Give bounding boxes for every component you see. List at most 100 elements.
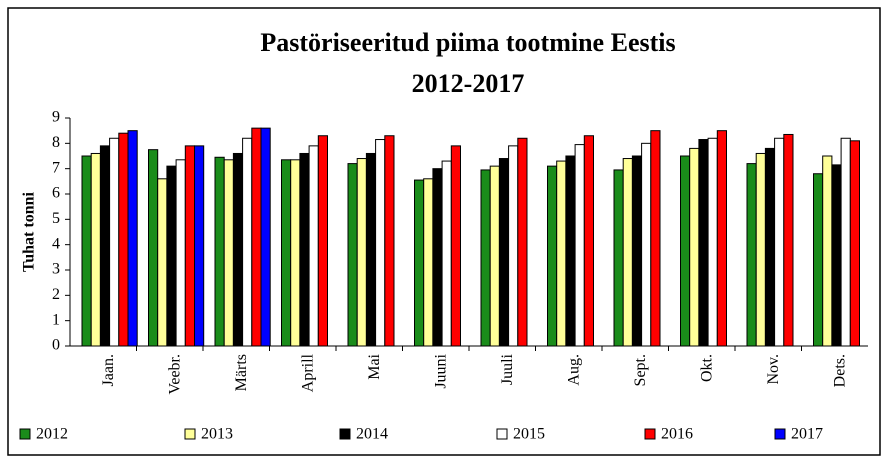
y-tick-label: 0 xyxy=(52,337,60,354)
bar xyxy=(356,158,367,347)
bar xyxy=(783,133,794,347)
bar xyxy=(822,155,833,347)
bar xyxy=(565,155,576,347)
legend-swatch xyxy=(774,428,786,440)
x-tick-label: Mai xyxy=(366,353,383,379)
bar xyxy=(384,135,395,347)
bar xyxy=(223,159,234,347)
bar xyxy=(184,145,196,347)
x-tick-label: Okt. xyxy=(698,354,715,382)
bar xyxy=(508,145,519,347)
bar xyxy=(90,152,101,347)
legend-label: 2016 xyxy=(661,426,693,443)
y-tick-label: 3 xyxy=(52,261,60,278)
bar xyxy=(716,130,727,347)
bar xyxy=(308,145,319,347)
bar xyxy=(175,159,186,347)
y-tick-label: 2 xyxy=(52,286,60,303)
bar xyxy=(441,160,452,347)
bar xyxy=(755,152,766,347)
x-tick-label: Jaan. xyxy=(100,354,117,386)
bar xyxy=(194,145,205,347)
bar xyxy=(127,130,138,347)
bar xyxy=(774,137,785,347)
x-tick-label: Sept. xyxy=(632,354,649,386)
legend-swatch xyxy=(339,428,351,440)
bar xyxy=(423,178,434,347)
legend-swatch xyxy=(19,428,31,440)
chart-subtitle: 2012-2017 xyxy=(412,69,525,98)
bar xyxy=(517,137,528,347)
legend-swatch xyxy=(184,428,196,440)
y-tick-label: 7 xyxy=(52,159,60,176)
bar xyxy=(680,155,691,347)
legend-label: 2014 xyxy=(356,426,388,443)
bar xyxy=(365,152,377,347)
x-tick-label: Dets. xyxy=(831,354,848,387)
y-axis-title: Tuhat tonni xyxy=(21,192,38,272)
x-tick-label: Märts xyxy=(233,354,250,391)
bar xyxy=(707,137,718,347)
bar xyxy=(242,137,253,347)
y-tick-label: 6 xyxy=(52,185,60,202)
bar xyxy=(849,140,860,347)
bar xyxy=(764,147,776,347)
bar xyxy=(414,179,425,347)
bar xyxy=(689,147,700,347)
bar xyxy=(347,163,358,347)
bar xyxy=(432,168,443,347)
bar xyxy=(583,135,594,347)
bar xyxy=(81,155,92,347)
bar xyxy=(813,173,824,347)
bar xyxy=(166,165,177,347)
legend-swatch xyxy=(496,428,508,440)
y-tick-label: 4 xyxy=(52,235,60,252)
bar xyxy=(148,149,159,347)
y-tick-label: 1 xyxy=(52,311,60,328)
bar xyxy=(260,127,271,347)
bar xyxy=(746,163,757,347)
x-tick-label: Juuni xyxy=(432,353,449,388)
y-tick-label: 5 xyxy=(52,210,60,227)
bar xyxy=(232,152,244,347)
bar xyxy=(698,139,709,347)
legend-label: 2012 xyxy=(36,426,68,443)
bar xyxy=(375,139,386,347)
bar xyxy=(317,135,328,347)
bar xyxy=(574,144,585,347)
bar xyxy=(489,165,500,347)
bar xyxy=(840,137,851,347)
bar xyxy=(650,130,661,347)
x-tick-label: Juuli xyxy=(499,353,516,385)
bar xyxy=(831,164,842,347)
bar xyxy=(118,132,129,347)
bar xyxy=(641,142,652,347)
bar xyxy=(109,137,120,347)
legend-label: 2017 xyxy=(791,426,823,443)
bar xyxy=(547,165,558,347)
bar xyxy=(556,160,567,347)
bar xyxy=(214,156,225,347)
x-tick-label: Nov. xyxy=(765,354,782,385)
bar xyxy=(251,127,262,347)
y-tick-label: 9 xyxy=(52,109,60,126)
bar xyxy=(498,158,510,347)
x-tick-label: Aprill xyxy=(299,353,316,392)
bar xyxy=(613,169,624,347)
bar xyxy=(622,158,633,347)
bar xyxy=(480,169,491,347)
y-tick-label: 8 xyxy=(52,134,60,151)
legend-swatch xyxy=(644,428,656,440)
chart-title: Pastöriseeritud piima tootmine Eestis xyxy=(260,28,675,57)
x-tick-label: Aug. xyxy=(565,354,582,386)
bar xyxy=(631,155,643,347)
legend-label: 2013 xyxy=(201,426,233,443)
bar xyxy=(281,159,292,347)
bar xyxy=(299,152,310,347)
legend-label: 2015 xyxy=(513,426,545,443)
bar xyxy=(99,145,111,347)
bar xyxy=(157,178,168,347)
bar xyxy=(450,145,461,347)
